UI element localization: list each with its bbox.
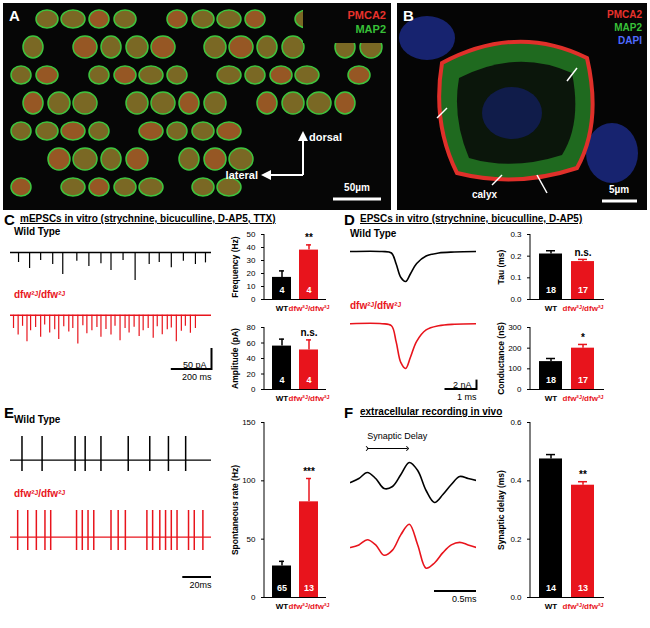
svg-text:WT: WT [545, 304, 558, 313]
svg-text:100: 100 [242, 476, 256, 485]
svg-text:*: * [581, 332, 585, 343]
svg-text:WT: WT [276, 304, 289, 313]
svg-text:**: ** [305, 232, 313, 243]
svg-text:Spontaneous rate (Hz): Spontaneous rate (Hz) [230, 465, 240, 555]
svg-text:0.0: 0.0 [510, 593, 522, 602]
svg-text:30: 30 [247, 256, 256, 265]
svg-text:50µm: 50µm [344, 182, 370, 193]
svg-text:**: ** [579, 469, 587, 480]
svg-text:150: 150 [242, 418, 256, 427]
svg-text:dfw²ᴶ/dfw²ᴶ: dfw²ᴶ/dfw²ᴶ [563, 602, 604, 611]
html-text:EWild Type: EWild Type [4, 404, 61, 425]
svg-text:0: 0 [517, 385, 522, 394]
svg-text:300: 300 [508, 323, 522, 332]
svg-text:***: *** [303, 466, 315, 477]
svg-text:0.0: 0.0 [510, 295, 522, 304]
svg-text:MAP2: MAP2 [355, 23, 386, 35]
svg-text:0.5ms: 0.5ms [452, 594, 477, 604]
svg-text:DAPI: DAPI [618, 35, 642, 46]
svg-text:dfw²ᴶ/dfw²ᴶ: dfw²ᴶ/dfw²ᴶ [289, 304, 330, 313]
svg-text:PMCA2: PMCA2 [607, 9, 642, 20]
svg-text:4: 4 [306, 375, 311, 385]
svg-text:5µm: 5µm [609, 184, 629, 195]
svg-text:4: 4 [306, 285, 311, 295]
svg-text:18: 18 [546, 375, 556, 385]
svg-text:dfw²ᴶ/dfw²ᴶ: dfw²ᴶ/dfw²ᴶ [289, 394, 330, 403]
svg-text:WT: WT [545, 602, 558, 611]
html-text:Wild Type: Wild Type [14, 226, 61, 237]
html-text:Wild Type: Wild Type [350, 228, 397, 239]
svg-text:20: 20 [247, 269, 256, 278]
svg-text:17: 17 [578, 375, 588, 385]
svg-text:PMCA2: PMCA2 [347, 9, 386, 21]
svg-text:B: B [403, 7, 414, 24]
svg-text:20: 20 [247, 370, 256, 379]
html-text:extracellular recording in viv: extracellular recording in vivo [360, 406, 503, 417]
html-text:F: F [344, 404, 354, 421]
svg-text:dfw²ᴶ/dfw²ᴶ: dfw²ᴶ/dfw²ᴶ [563, 394, 604, 403]
svg-text:13: 13 [578, 583, 588, 593]
svg-text:A: A [9, 7, 20, 24]
svg-text:0.1: 0.1 [510, 273, 522, 282]
svg-text:0.2: 0.2 [510, 535, 522, 544]
svg-text:50 pA: 50 pA [183, 360, 207, 370]
svg-text:40: 40 [247, 354, 256, 363]
svg-text:200 ms: 200 ms [182, 372, 212, 382]
svg-text:dorsal: dorsal [309, 131, 342, 143]
svg-text:65: 65 [277, 583, 287, 593]
html-text:dfw²ᴶ/dfw²ᴶ: dfw²ᴶ/dfw²ᴶ [14, 488, 65, 499]
html-text:D EPSCs in vitro (strychnine,: D EPSCs in vitro (strychnine, bicucullin… [344, 211, 583, 228]
html-text:dfw²ᴶ/dfw²ᴶ: dfw²ᴶ/dfw²ᴶ [14, 289, 65, 300]
svg-text:40: 40 [247, 243, 256, 252]
svg-text:n.s.: n.s. [574, 247, 591, 258]
svg-text:Amplitude (pA): Amplitude (pA) [230, 328, 240, 389]
svg-text:dfw²ᴶ/dfw²ᴶ: dfw²ᴶ/dfw²ᴶ [289, 602, 330, 611]
svg-text:0: 0 [251, 593, 256, 602]
svg-text:18: 18 [546, 285, 556, 295]
svg-text:Frequency (Hz): Frequency (Hz) [230, 236, 240, 298]
svg-text:Tau (ms): Tau (ms) [496, 249, 506, 284]
svg-text:Conductance (nS): Conductance (nS) [496, 322, 506, 395]
svg-text:1 ms: 1 ms [457, 392, 477, 402]
svg-text:MAP2: MAP2 [614, 22, 642, 33]
svg-text:14: 14 [546, 583, 556, 593]
svg-text:0.3: 0.3 [510, 230, 522, 239]
svg-text:calyx: calyx [472, 189, 497, 200]
svg-text:WT: WT [545, 394, 558, 403]
svg-text:50: 50 [247, 535, 256, 544]
svg-text:WT: WT [276, 602, 289, 611]
svg-text:80: 80 [247, 323, 256, 332]
svg-text:4: 4 [279, 375, 284, 385]
svg-text:dfw²ᴶ/dfw²ᴶ: dfw²ᴶ/dfw²ᴶ [563, 304, 604, 313]
svg-text:50: 50 [247, 230, 256, 239]
svg-text:n.s.: n.s. [300, 327, 317, 338]
svg-text:10: 10 [247, 282, 256, 291]
svg-text:4: 4 [279, 285, 284, 295]
svg-text:0: 0 [251, 295, 256, 304]
svg-text:0.2: 0.2 [510, 252, 522, 261]
svg-text:Synaptic Delay: Synaptic Delay [367, 431, 428, 441]
svg-text:100: 100 [508, 364, 522, 373]
svg-text:lateral: lateral [226, 169, 258, 181]
svg-text:13: 13 [304, 583, 314, 593]
svg-text:0.4: 0.4 [510, 476, 522, 485]
html-text:dfw²ᴶ/dfw²ᴶ: dfw²ᴶ/dfw²ᴶ [350, 300, 401, 311]
svg-text:20ms: 20ms [189, 580, 212, 590]
svg-text:0: 0 [251, 385, 256, 394]
svg-text:60: 60 [247, 339, 256, 348]
svg-text:17: 17 [578, 285, 588, 295]
svg-text:2 nA: 2 nA [453, 380, 472, 390]
svg-text:200: 200 [508, 344, 522, 353]
html-text:C mEPSCs in vitro (strychnine,: C mEPSCs in vitro (strychnine, bicuculli… [4, 211, 276, 228]
svg-text:0.6: 0.6 [510, 418, 522, 427]
svg-text:Synaptic delay (ms): Synaptic delay (ms) [496, 470, 506, 550]
svg-text:WT: WT [276, 394, 289, 403]
